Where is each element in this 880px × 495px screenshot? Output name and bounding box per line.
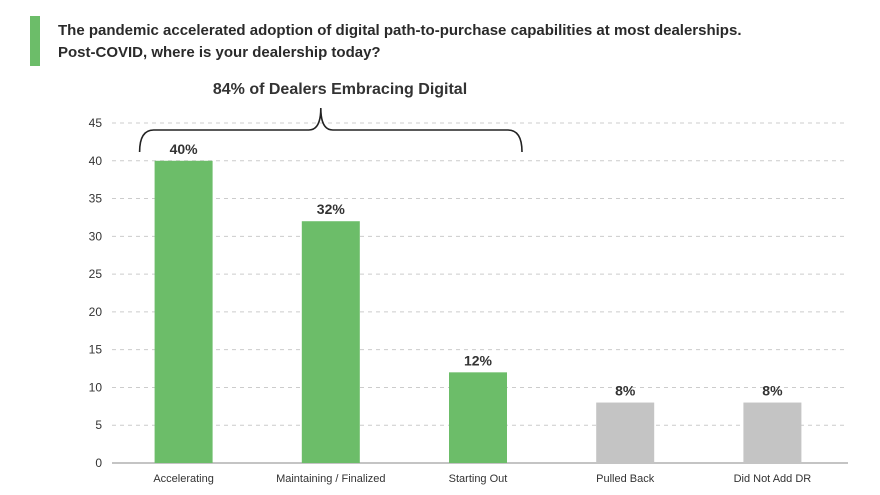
- y-tick-label: 40: [89, 154, 103, 168]
- bar: [743, 402, 802, 463]
- data-label: 32%: [317, 201, 346, 217]
- y-tick-label: 25: [89, 267, 103, 281]
- data-label: 8%: [615, 383, 636, 399]
- y-axis-ticks: 0 5 10 15 20 25 30 35 40 45: [89, 116, 103, 470]
- bar: [596, 402, 655, 463]
- x-axis-labels: Accelerating Maintaining / Finalized Start…: [153, 473, 811, 485]
- bar: [449, 372, 507, 463]
- accent-bar: [30, 16, 40, 66]
- question-text: The pandemic accelerated adoption of dig…: [58, 20, 873, 64]
- bars: [154, 160, 802, 463]
- bracket: [138, 107, 523, 153]
- data-label: 40%: [170, 141, 199, 157]
- y-tick-label: 10: [89, 380, 103, 394]
- annotation-label: 84% of Dealers Embracing Digital: [213, 81, 467, 98]
- data-label: 8%: [762, 383, 783, 399]
- y-tick-label: 20: [89, 305, 103, 319]
- y-tick-label: 45: [89, 116, 103, 130]
- y-tick-label: 15: [89, 343, 103, 357]
- y-tick-label: 35: [89, 192, 103, 206]
- y-tick-label: 5: [95, 418, 102, 432]
- data-label: 12%: [464, 352, 493, 368]
- question-line-2: Post-COVID, where is your dealership tod…: [58, 44, 381, 61]
- y-tick-label: 30: [89, 229, 103, 243]
- x-tick-label: Starting Out: [449, 473, 508, 485]
- bar: [301, 221, 360, 463]
- bar: [154, 160, 213, 463]
- data-labels: 40% 32% 12% 8% 8%: [170, 141, 783, 399]
- y-tick-label: 0: [95, 456, 102, 470]
- x-tick-label: Accelerating: [153, 473, 214, 485]
- x-tick-label: Pulled Back: [596, 473, 655, 485]
- x-tick-label: Maintaining / Finalized: [276, 473, 385, 485]
- bracket-path: [138, 107, 523, 153]
- x-tick-label: Did Not Add DR: [734, 473, 812, 485]
- question-line-1: The pandemic accelerated adoption of dig…: [58, 22, 742, 39]
